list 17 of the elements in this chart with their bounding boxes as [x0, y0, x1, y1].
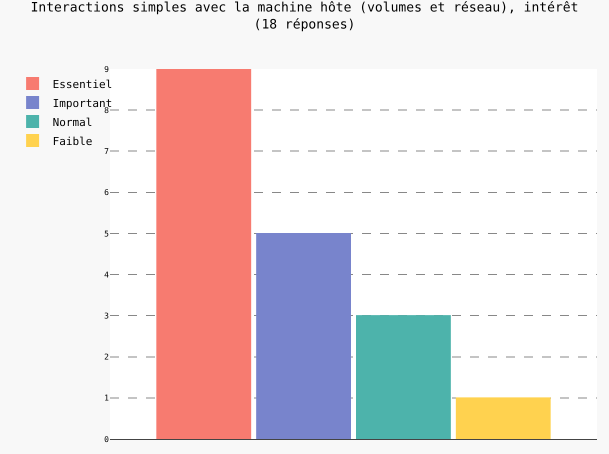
- y-tick-label: 3: [104, 311, 110, 320]
- y-tick-label: 9: [104, 64, 110, 74]
- bar: [256, 232, 351, 439]
- y-tick-label: 1: [104, 394, 110, 403]
- bar: [356, 315, 451, 439]
- legend-label: Essentiel: [52, 78, 112, 91]
- bar: [456, 397, 551, 439]
- chart-title: Interactions simples avec la machine hôte (volumes et réseau), intérêt (18 réponses): [30, 0, 578, 32]
- bar: [156, 69, 252, 439]
- y-tick-label: 7: [104, 147, 110, 156]
- legend-label: Faible: [52, 134, 92, 148]
- y-tick-label: 5: [104, 229, 110, 238]
- y-tick-label: 2: [104, 352, 110, 362]
- y-tick-label: 4: [104, 270, 110, 280]
- y-tick-label: 0: [104, 434, 110, 444]
- y-tick-label: 6: [104, 188, 110, 198]
- legend-label: Normal: [52, 116, 92, 129]
